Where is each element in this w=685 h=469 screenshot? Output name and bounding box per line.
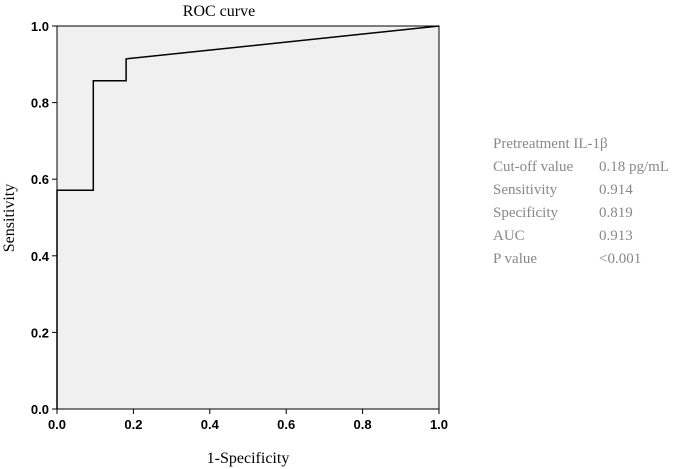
roc-curve-line xyxy=(56,25,440,409)
y-axis-ticks: 0.0 0.2 0.4 0.6 0.8 1.0 xyxy=(31,19,57,417)
stats-rows: Cut-off value 0.18 pg/mL Sensitivity 0.914 S… xyxy=(493,159,669,267)
y-tick-label: 0.4 xyxy=(31,249,50,264)
y-tick-label: 0.0 xyxy=(31,402,49,417)
x-tick-label: 0.0 xyxy=(48,417,66,432)
chart-title: ROC curve xyxy=(183,3,255,20)
stats-row-value: 0.819 xyxy=(599,205,633,221)
y-tick-label: 0.6 xyxy=(31,172,49,187)
stats-row-label: Sensitivity xyxy=(493,182,558,198)
x-axis-ticks: 0.0 0.2 0.4 0.6 0.8 1.0 xyxy=(48,409,448,432)
stats-row-value: 0.18 pg/mL xyxy=(599,159,669,175)
y-tick-label: 0.2 xyxy=(31,325,49,340)
x-axis-label: 1-Specificity xyxy=(207,450,290,467)
x-tick-label: 0.6 xyxy=(277,417,295,432)
stats-row-label: Cut-off value xyxy=(493,159,573,175)
stats-row-value: 0.914 xyxy=(599,182,633,198)
stats-row-label: AUC xyxy=(493,228,525,244)
y-tick-label: 0.8 xyxy=(31,96,49,111)
plot-area xyxy=(56,25,440,410)
x-tick-label: 0.2 xyxy=(124,417,142,432)
stats-row-label: P value xyxy=(493,251,537,267)
stats-heading: Pretreatment IL-1β xyxy=(493,136,608,152)
y-axis-label: Sensitivity xyxy=(1,184,18,252)
stats-row-label: Specificity xyxy=(493,205,558,221)
stats-row-value: 0.913 xyxy=(599,228,633,244)
x-tick-label: 0.8 xyxy=(354,417,372,432)
stats-row-value: <0.001 xyxy=(599,251,641,267)
y-tick-label: 1.0 xyxy=(31,19,49,34)
stats-box: Pretreatment IL-1β Cut-off value 0.18 pg/… xyxy=(493,136,669,267)
x-tick-label: 0.4 xyxy=(201,417,220,432)
x-tick-label: 1.0 xyxy=(430,417,448,432)
